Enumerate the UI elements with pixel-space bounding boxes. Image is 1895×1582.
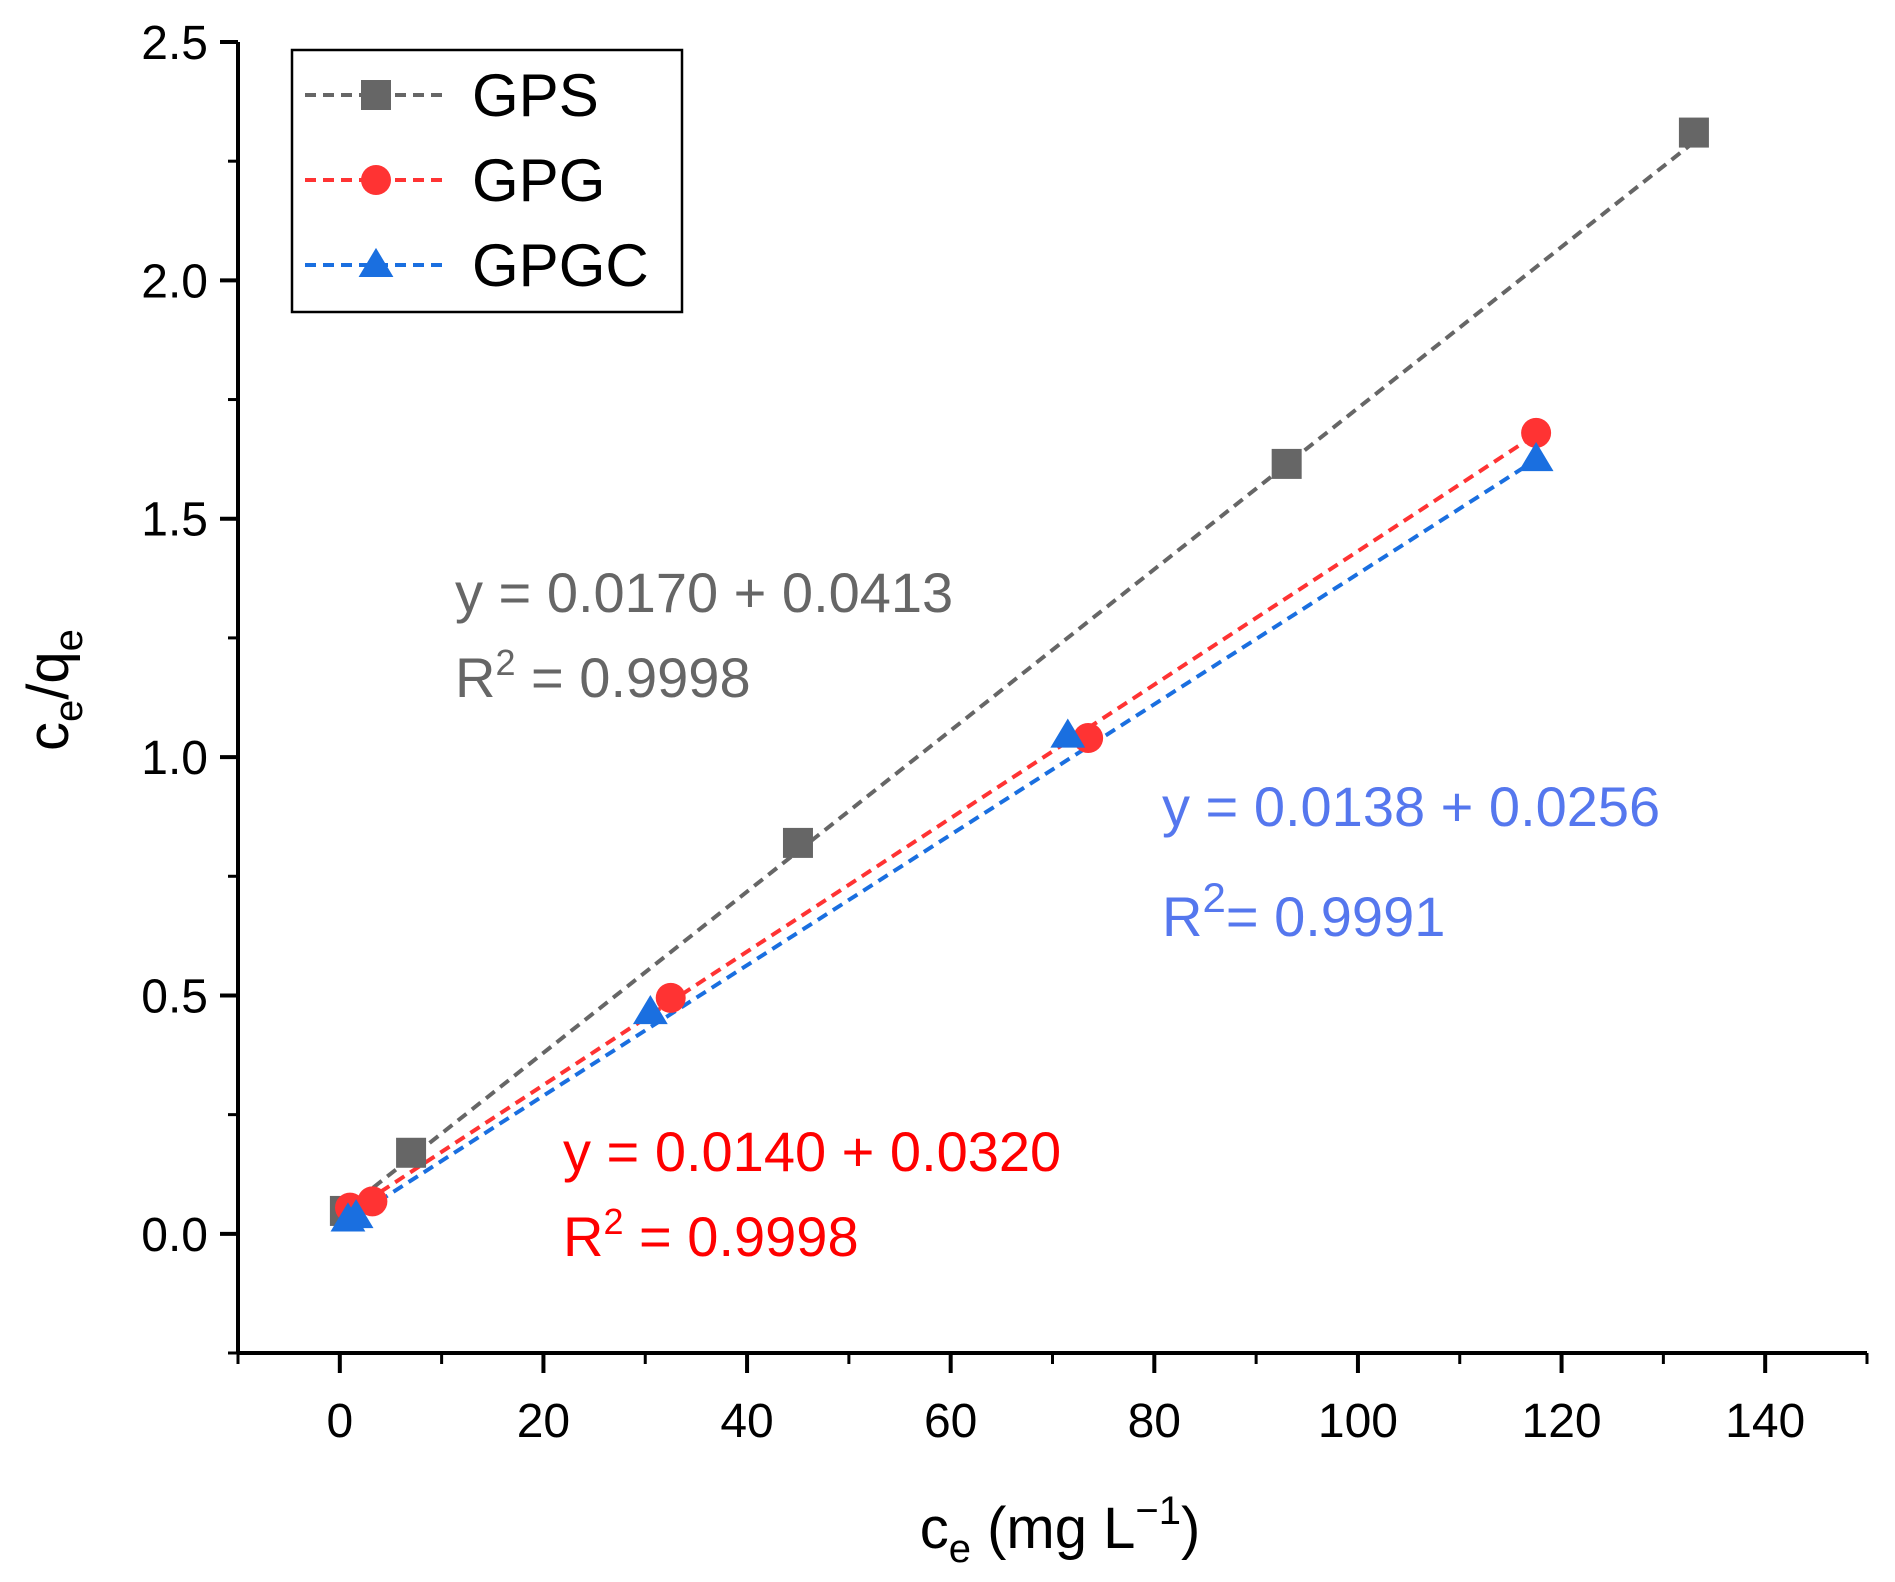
x-tick-label: 60 [924, 1395, 977, 1448]
legend-marker-gpg [361, 165, 391, 195]
y-tick-label: 1.5 [141, 494, 208, 547]
gpgc-data-point [632, 995, 668, 1025]
x-tick-label: 0 [326, 1395, 353, 1448]
x-title-base: c [920, 1496, 949, 1561]
legend-label-gpgc: GPGC [472, 232, 649, 299]
legend-box [290, 48, 684, 314]
gpg-r2-annotation: R2 = 0.9998 [563, 1201, 859, 1268]
gps-r2-annotation: R2 = 0.9998 [455, 642, 751, 709]
y-title-c: c [16, 722, 81, 751]
gps-equation-annotation: y = 0.0170 + 0.0413 [455, 561, 953, 624]
gpg-data-point [655, 982, 686, 1013]
x-title-rest: (mg L [971, 1496, 1135, 1561]
x-tick-label: 140 [1725, 1395, 1805, 1448]
gps-r2-sup: 2 [495, 642, 515, 683]
y-title-slash: /q [16, 651, 81, 699]
gpg-r2-value: = 0.9998 [623, 1205, 858, 1268]
y-title-sub2: e [47, 629, 91, 651]
gps-data-point [1678, 117, 1709, 148]
x-title-end: ) [1181, 1496, 1200, 1561]
gpgc-r2-value: = 0.9991 [1226, 885, 1446, 948]
y-axis-title: ce/qe [16, 629, 91, 751]
gps-r2-value: = 0.9998 [515, 646, 750, 709]
gpgc-r2-prefix: R [1162, 885, 1202, 948]
gpg-data-point [357, 1186, 388, 1217]
gps-r2-prefix: R [455, 646, 495, 709]
y-tick-label: 0.5 [141, 970, 208, 1023]
data-points [329, 117, 1709, 1232]
x-title-sup: −1 [1135, 1489, 1181, 1533]
x-axis-title: ce (mg L−1) [920, 1489, 1201, 1571]
gpgc-fit-line [346, 457, 1538, 1223]
gpg-fit-line [348, 432, 1538, 1214]
y-tick-label: 0.0 [141, 1209, 208, 1262]
legend-label-gps: GPS [472, 62, 599, 129]
legend-marker-gpgc [358, 247, 394, 277]
gps-data-point [396, 1137, 427, 1168]
y-tick-label: 2.0 [141, 255, 208, 308]
gpgc-r2-annotation: R2= 0.9991 [1162, 874, 1445, 948]
x-tick-label: 40 [720, 1395, 773, 1448]
x-tick-label: 120 [1522, 1395, 1602, 1448]
gpg-data-point [1521, 417, 1552, 448]
gpgc-data-point [338, 1199, 374, 1229]
y-tick-label: 2.5 [141, 17, 208, 70]
fit-lines [343, 140, 1696, 1223]
gpgc-r2-sup: 2 [1202, 874, 1225, 921]
gpg-r2-sup: 2 [603, 1201, 623, 1242]
legend-label-gpg: GPG [472, 147, 605, 214]
legend: GPS GPG GPGC [290, 48, 684, 314]
gpgc-data-point [1518, 442, 1554, 472]
gpgc-equation-annotation: y = 0.0138 + 0.0256 [1162, 775, 1660, 838]
gpgc-data-point [1050, 718, 1086, 748]
x-tick-label: 20 [517, 1395, 570, 1448]
gps-data-point [782, 827, 813, 858]
x-tick-label: 100 [1318, 1395, 1398, 1448]
y-title-sub1: e [47, 700, 91, 722]
x-title-sub: e [949, 1527, 971, 1571]
axes: 0.0 0.5 1.0 1.5 2.0 2.5 0 20 40 60 80 100 120 140 [141, 17, 1869, 1448]
gps-data-point [1271, 448, 1302, 479]
legend-marker-gps [361, 80, 391, 110]
y-tick-label: 1.0 [141, 732, 208, 785]
x-tick-label: 80 [1128, 1395, 1181, 1448]
gpg-equation-annotation: y = 0.0140 + 0.0320 [563, 1120, 1061, 1183]
gpg-r2-prefix: R [563, 1205, 603, 1268]
